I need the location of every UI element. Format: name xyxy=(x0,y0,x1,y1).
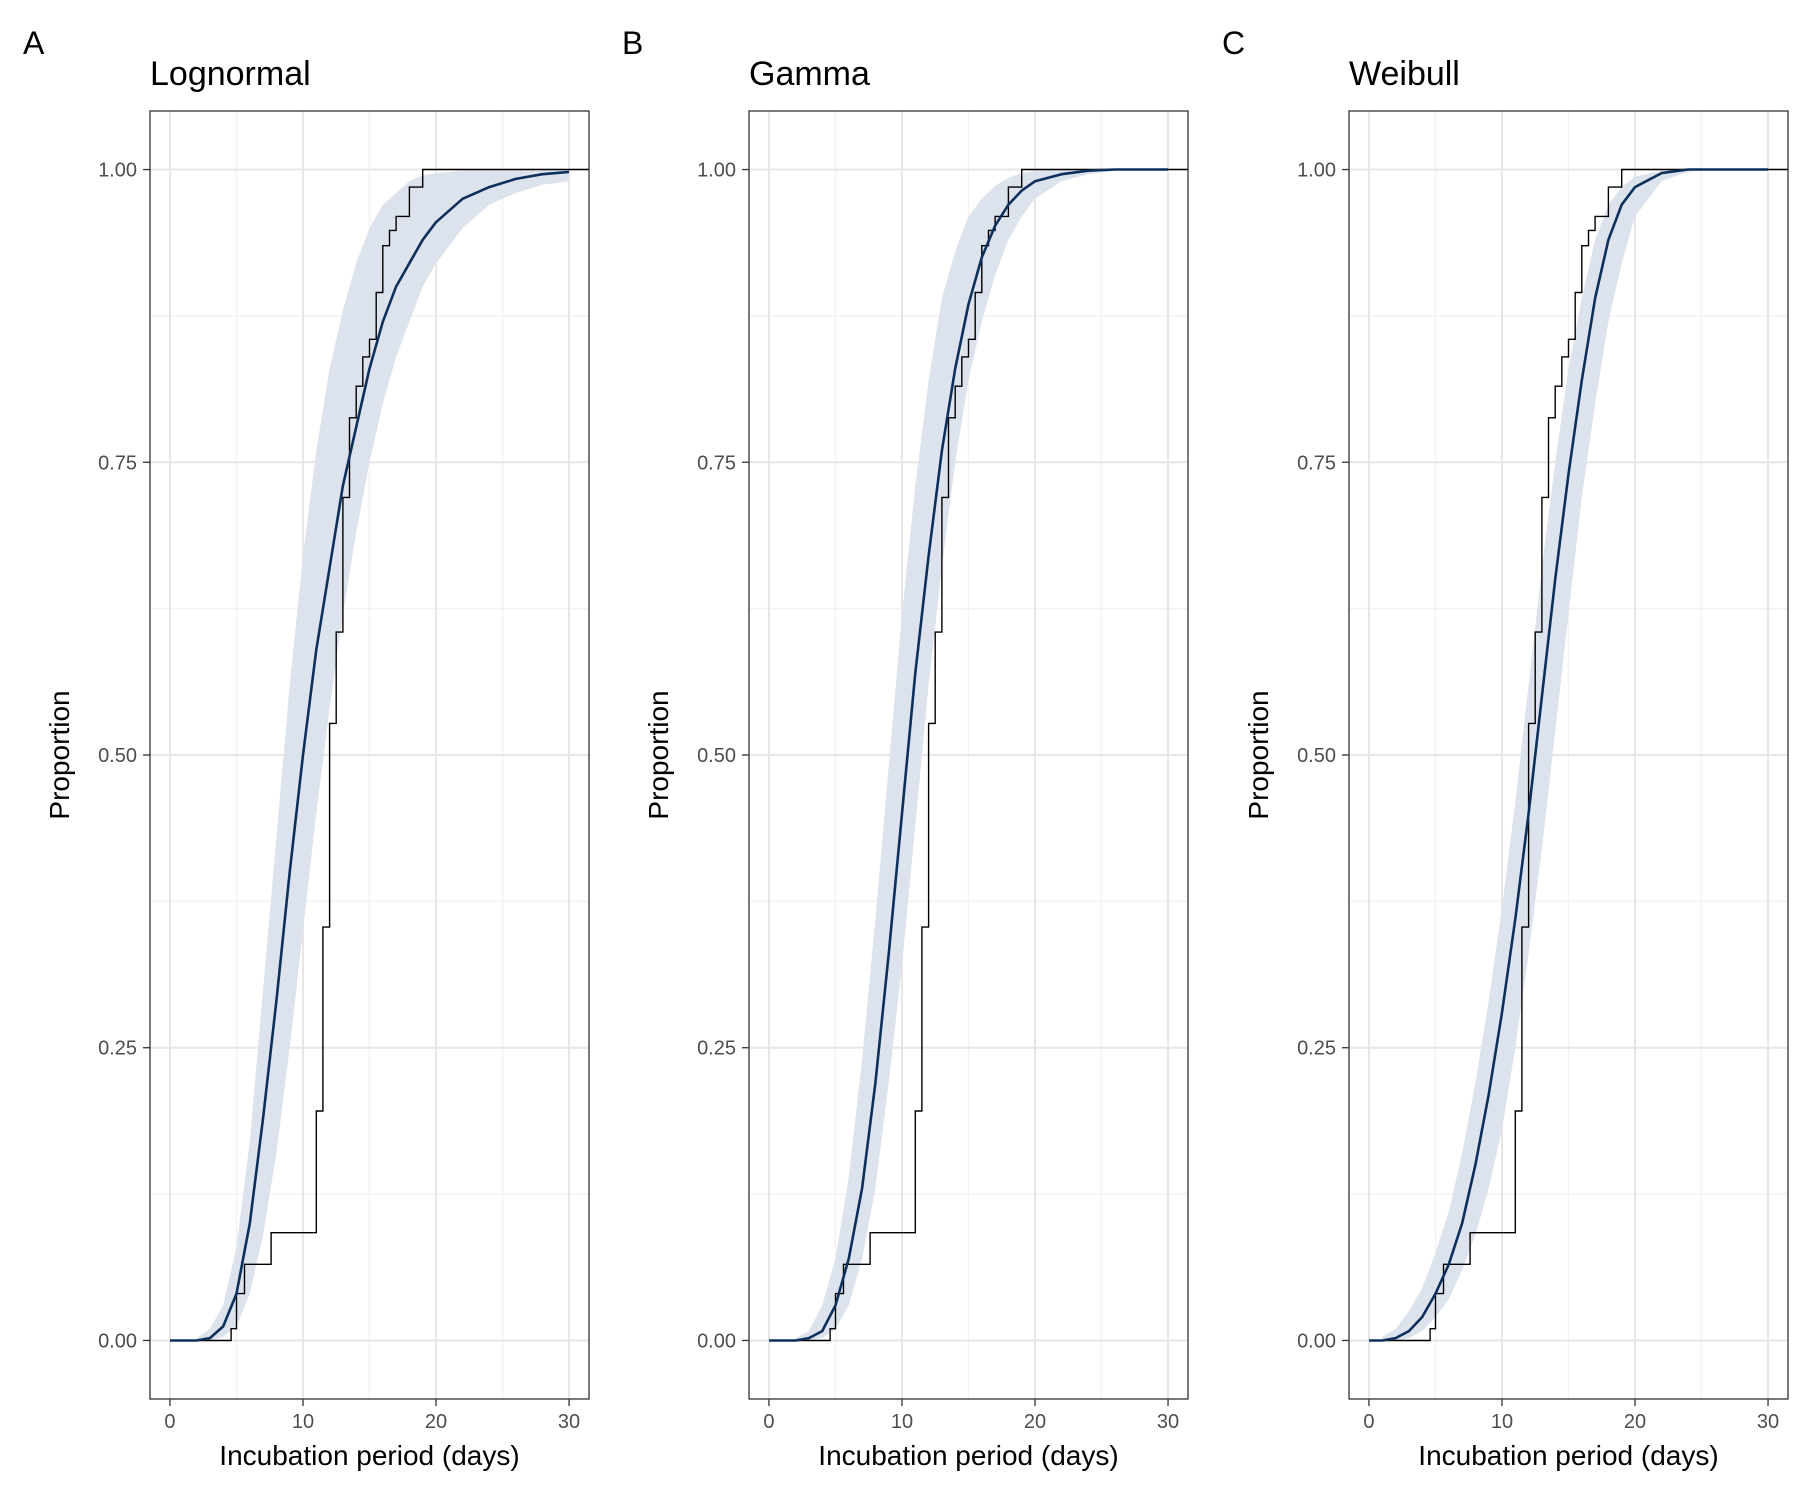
panel-b: 0 10 20 30 0.00 0.25 0.50 0.75 1.00 Incubation pe… xyxy=(622,25,1189,1471)
x-tick-label: 20 xyxy=(1624,1411,1646,1433)
y-tick-label: 0.75 xyxy=(98,452,137,474)
y-tick-label: 0.50 xyxy=(1297,745,1336,767)
fitted-curve xyxy=(170,170,570,1342)
x-tick-label: 10 xyxy=(891,1411,913,1433)
y-tick-label: 0.00 xyxy=(1297,1330,1336,1352)
y-axis-title: Proportion xyxy=(44,690,75,819)
x-tick-label: 10 xyxy=(1491,1411,1513,1433)
y-tick-label: 1.00 xyxy=(1297,160,1336,182)
x-tick-label: 30 xyxy=(1157,1411,1179,1433)
panel-title: Gamma xyxy=(749,55,870,93)
y-tick-label: 0.50 xyxy=(98,745,137,767)
panel-title: Lognormal xyxy=(150,55,311,93)
x-tick-label: 0 xyxy=(1363,1411,1374,1433)
confidence-band xyxy=(795,169,1168,1341)
panel-letter: C xyxy=(1222,25,1245,61)
x-tick-label: 0 xyxy=(164,1411,175,1433)
x-tick-label: 30 xyxy=(558,1411,580,1433)
x-axis-title: Incubation period (days) xyxy=(1418,1440,1718,1471)
y-tick-label: 0.25 xyxy=(98,1038,137,1060)
x-tick-label: 30 xyxy=(1757,1411,1779,1433)
x-tick-label: 20 xyxy=(1024,1411,1046,1433)
confidence-band xyxy=(196,169,569,1341)
y-tick-label: 0.75 xyxy=(697,452,736,474)
y-tick-label: 0.25 xyxy=(697,1038,736,1060)
fitted-curve xyxy=(769,168,1168,1342)
y-tick-label: 0.50 xyxy=(697,745,736,767)
confidence-band xyxy=(1382,169,1768,1341)
panel-c: 0 10 20 30 0.00 0.25 0.50 0.75 1.00 Incubation pe… xyxy=(1222,25,1789,1471)
x-axis-title: Incubation period (days) xyxy=(219,1440,519,1471)
y-tick-label: 1.00 xyxy=(697,160,736,182)
y-axis-title: Proportion xyxy=(1243,690,1274,819)
y-axis-title: Proportion xyxy=(643,690,674,819)
panel-letter: A xyxy=(23,25,45,61)
y-tick-label: 0.00 xyxy=(697,1330,736,1352)
x-axis-title: Incubation period (days) xyxy=(818,1440,1118,1471)
panel-letter: B xyxy=(622,25,643,61)
y-tick-label: 0.75 xyxy=(1297,452,1336,474)
x-tick-label: 10 xyxy=(292,1411,314,1433)
panel-title: Weibull xyxy=(1349,55,1460,93)
empirical-step-line xyxy=(1369,168,1788,1342)
fitted-curve xyxy=(1369,168,1768,1342)
y-tick-label: 1.00 xyxy=(98,160,137,182)
y-tick-label: 0.25 xyxy=(1297,1038,1336,1060)
x-tick-label: 20 xyxy=(425,1411,447,1433)
panel-a: 0 10 20 30 0.00 0.25 0.50 0.75 1.00 Incubation pe… xyxy=(23,25,590,1471)
y-tick-label: 0.00 xyxy=(98,1330,137,1352)
x-tick-label: 0 xyxy=(763,1411,774,1433)
